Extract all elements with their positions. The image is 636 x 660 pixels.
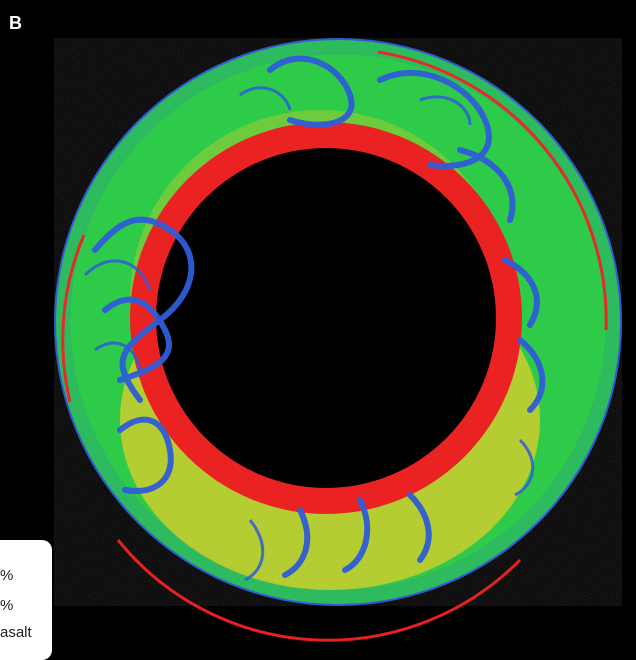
legend-line-1: % (0, 567, 14, 584)
legend-card: % % asalt (0, 540, 52, 660)
panel-label: B (9, 13, 22, 33)
blue-swirls (92, 55, 546, 578)
thin-red-arcs (61, 50, 608, 642)
outer-ring (54, 38, 622, 606)
legend-line-3: asalt (0, 624, 32, 641)
swirl-details (83, 86, 535, 582)
legend-line-2: % (0, 597, 14, 614)
